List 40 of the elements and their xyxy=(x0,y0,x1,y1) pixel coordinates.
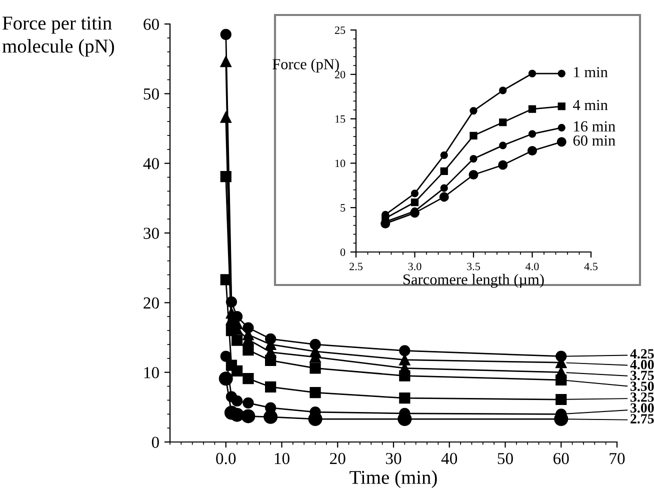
y-tick-label: 30 xyxy=(144,228,159,239)
y-tick-label: 50 xyxy=(144,88,159,100)
x-tick-label: 60 xyxy=(554,452,569,464)
y-tick-label: 20 xyxy=(144,297,159,309)
legend-label: 3.75 xyxy=(630,370,654,380)
y-tick-label: 10 xyxy=(144,367,159,378)
y-tick-label: 60 xyxy=(144,18,159,30)
y-tick-label: 25 xyxy=(334,26,346,34)
legend-label: 3.25 xyxy=(630,392,654,402)
y-axis-title: Force per titin molecule (pN) xyxy=(2,16,114,57)
y-tick-label: 0 xyxy=(340,248,346,256)
y-tick-label: 20 xyxy=(334,70,346,78)
series-label: 4 min xyxy=(573,100,608,110)
y-axis-title: Force (pN) xyxy=(272,58,339,72)
x-tick-label: 0.0 xyxy=(216,452,236,464)
y-tick-label: 0 xyxy=(152,436,159,448)
x-tick-label: 50 xyxy=(498,452,513,464)
x-tick-label: 4.5 xyxy=(584,262,598,270)
x-axis-title: Sarcomere length (µm) xyxy=(404,274,544,288)
x-axis-title: Time (min) xyxy=(350,470,437,488)
x-tick-label: 70 xyxy=(610,452,625,464)
y-tick-label: 15 xyxy=(335,115,346,123)
series-label: 16 min xyxy=(574,121,616,132)
legend-label: 4.25 xyxy=(630,349,654,359)
y-tick-label: 5 xyxy=(340,204,346,212)
y-tick-label: 10 xyxy=(335,160,346,168)
x-tick-label: 4.0 xyxy=(526,262,539,270)
x-tick-label: 3.0 xyxy=(408,262,422,270)
series-label: 1 min xyxy=(574,67,608,78)
x-tick-label: 3.5 xyxy=(467,262,480,270)
legend-label: 3.50 xyxy=(630,382,654,392)
legend-label: 2.75 xyxy=(630,414,654,424)
legend-label: 3.00 xyxy=(630,403,654,413)
x-tick-label: 2.5 xyxy=(350,262,363,270)
x-tick-label: 40 xyxy=(441,452,458,464)
series-label: 60 min xyxy=(573,135,616,146)
y-tick-label: 40 xyxy=(143,158,159,170)
x-tick-label: 30 xyxy=(386,452,402,464)
x-tick-label: 10 xyxy=(274,452,290,464)
legend-label: 4.00 xyxy=(630,360,654,370)
